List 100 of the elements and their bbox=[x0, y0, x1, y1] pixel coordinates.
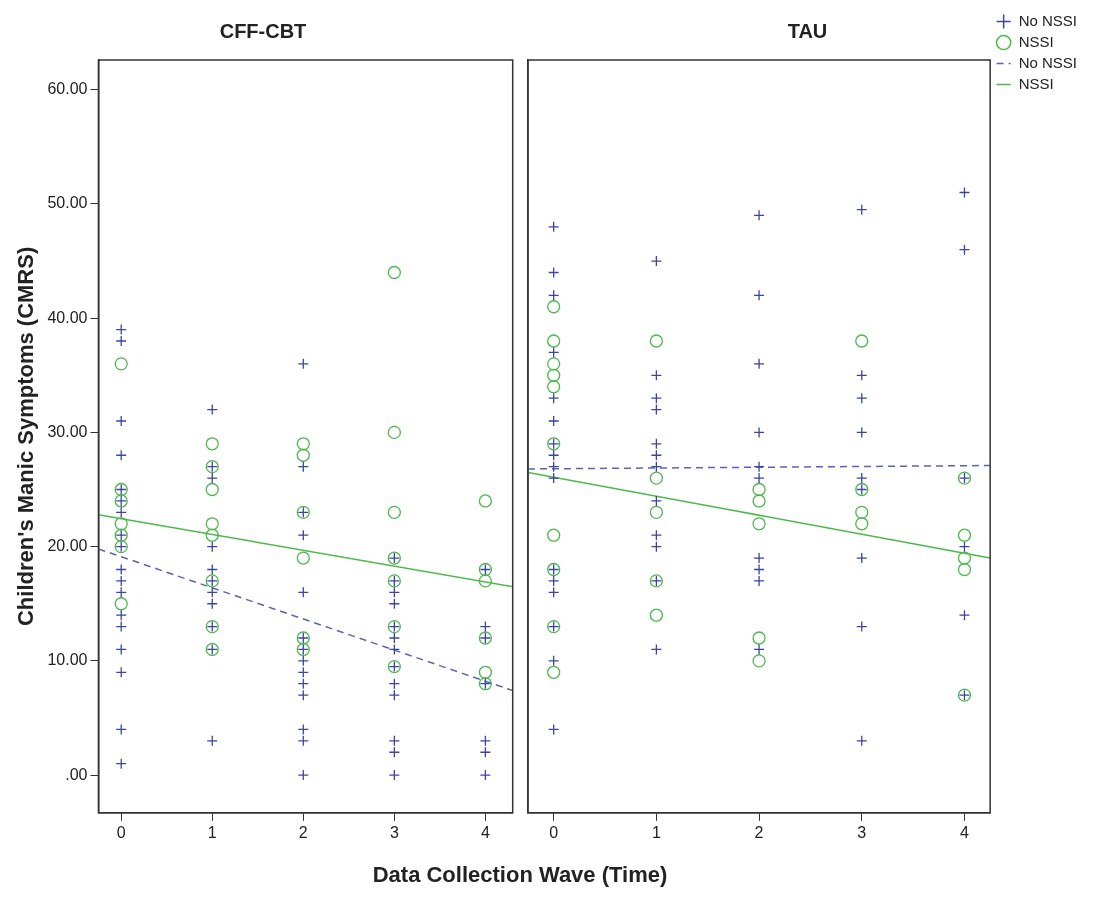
point bbox=[478, 494, 493, 508]
point bbox=[753, 552, 765, 564]
point bbox=[114, 597, 128, 611]
legend-label: NSSI bbox=[1018, 32, 1054, 50]
legend-label: No NSSI bbox=[1018, 11, 1078, 29]
point bbox=[958, 243, 971, 256]
point bbox=[753, 426, 765, 439]
point bbox=[856, 620, 868, 633]
point bbox=[548, 472, 560, 484]
y-tick-label: 10.00 bbox=[47, 651, 88, 669]
point bbox=[548, 655, 560, 667]
point bbox=[650, 392, 663, 404]
point bbox=[548, 449, 560, 461]
point bbox=[548, 266, 560, 279]
x-tick-label: 0 bbox=[116, 823, 126, 841]
point bbox=[752, 494, 766, 508]
y-tick-label: 40.00 bbox=[47, 308, 88, 326]
point bbox=[478, 665, 493, 679]
point bbox=[753, 461, 765, 473]
point bbox=[296, 437, 310, 451]
point bbox=[650, 449, 663, 461]
point bbox=[753, 563, 765, 576]
y-tick-label: 50.00 bbox=[47, 194, 88, 212]
point bbox=[547, 380, 561, 394]
point bbox=[753, 643, 765, 656]
x-tick-label: 3 bbox=[857, 823, 867, 841]
y-tick-label: 60.00 bbox=[47, 80, 88, 98]
x-tick-label: 4 bbox=[480, 823, 490, 841]
y-axis-title: Children's Manic Symptoms (CMRS) bbox=[13, 246, 39, 627]
point bbox=[957, 551, 972, 565]
point bbox=[649, 471, 664, 485]
point bbox=[855, 517, 869, 531]
point bbox=[855, 334, 869, 348]
point bbox=[650, 461, 663, 473]
point bbox=[650, 529, 663, 541]
point bbox=[650, 255, 663, 267]
point bbox=[957, 528, 972, 542]
point bbox=[547, 334, 561, 348]
point bbox=[547, 368, 561, 382]
point bbox=[856, 204, 868, 216]
point bbox=[856, 472, 868, 484]
point bbox=[650, 438, 663, 450]
point bbox=[650, 495, 663, 507]
point bbox=[478, 574, 493, 588]
point bbox=[650, 403, 663, 416]
point bbox=[548, 415, 560, 427]
point bbox=[387, 265, 401, 280]
point bbox=[958, 186, 971, 199]
point bbox=[548, 221, 560, 233]
y-tick-label: 20.00 bbox=[47, 537, 88, 555]
point bbox=[547, 665, 561, 679]
point bbox=[856, 735, 868, 747]
point bbox=[856, 552, 868, 564]
point bbox=[548, 586, 560, 598]
point bbox=[958, 609, 971, 621]
y-tick-label: .00 bbox=[65, 765, 88, 783]
point bbox=[387, 505, 401, 520]
point bbox=[752, 517, 766, 531]
point bbox=[752, 631, 766, 645]
y-tick-label: 30.00 bbox=[47, 422, 88, 440]
point bbox=[205, 517, 219, 531]
point bbox=[205, 528, 219, 542]
point bbox=[548, 346, 560, 359]
point bbox=[855, 505, 869, 520]
point bbox=[548, 289, 560, 301]
point bbox=[205, 482, 219, 497]
point bbox=[856, 369, 868, 381]
point bbox=[958, 540, 971, 553]
x-axis-title: Data Collection Wave (Time) bbox=[371, 862, 669, 888]
point bbox=[753, 209, 765, 222]
point bbox=[296, 448, 310, 462]
point bbox=[650, 369, 663, 381]
point bbox=[752, 654, 766, 668]
point bbox=[387, 425, 401, 440]
point bbox=[548, 461, 560, 473]
point bbox=[649, 334, 664, 348]
point bbox=[114, 357, 128, 371]
point bbox=[856, 426, 868, 439]
point bbox=[753, 289, 765, 301]
legend-label: NSSI bbox=[1018, 74, 1054, 92]
point bbox=[856, 392, 868, 404]
point bbox=[752, 482, 766, 497]
point bbox=[547, 528, 561, 542]
point bbox=[205, 437, 219, 451]
chart-title: TAU bbox=[787, 19, 828, 42]
point bbox=[548, 392, 560, 404]
point bbox=[296, 551, 310, 565]
legend-label: No NSSI bbox=[1018, 53, 1078, 71]
point bbox=[753, 358, 765, 370]
x-tick-label: 1 bbox=[651, 823, 661, 841]
x-tick-label: 0 bbox=[549, 823, 559, 841]
point bbox=[548, 723, 560, 736]
x-tick-label: 1 bbox=[207, 823, 217, 841]
x-tick-label: 4 bbox=[960, 823, 970, 841]
point bbox=[649, 505, 664, 520]
point bbox=[547, 300, 561, 314]
point bbox=[957, 562, 972, 577]
chart-title: CFF-CBT bbox=[219, 19, 307, 42]
point bbox=[753, 575, 765, 587]
point bbox=[649, 608, 664, 622]
